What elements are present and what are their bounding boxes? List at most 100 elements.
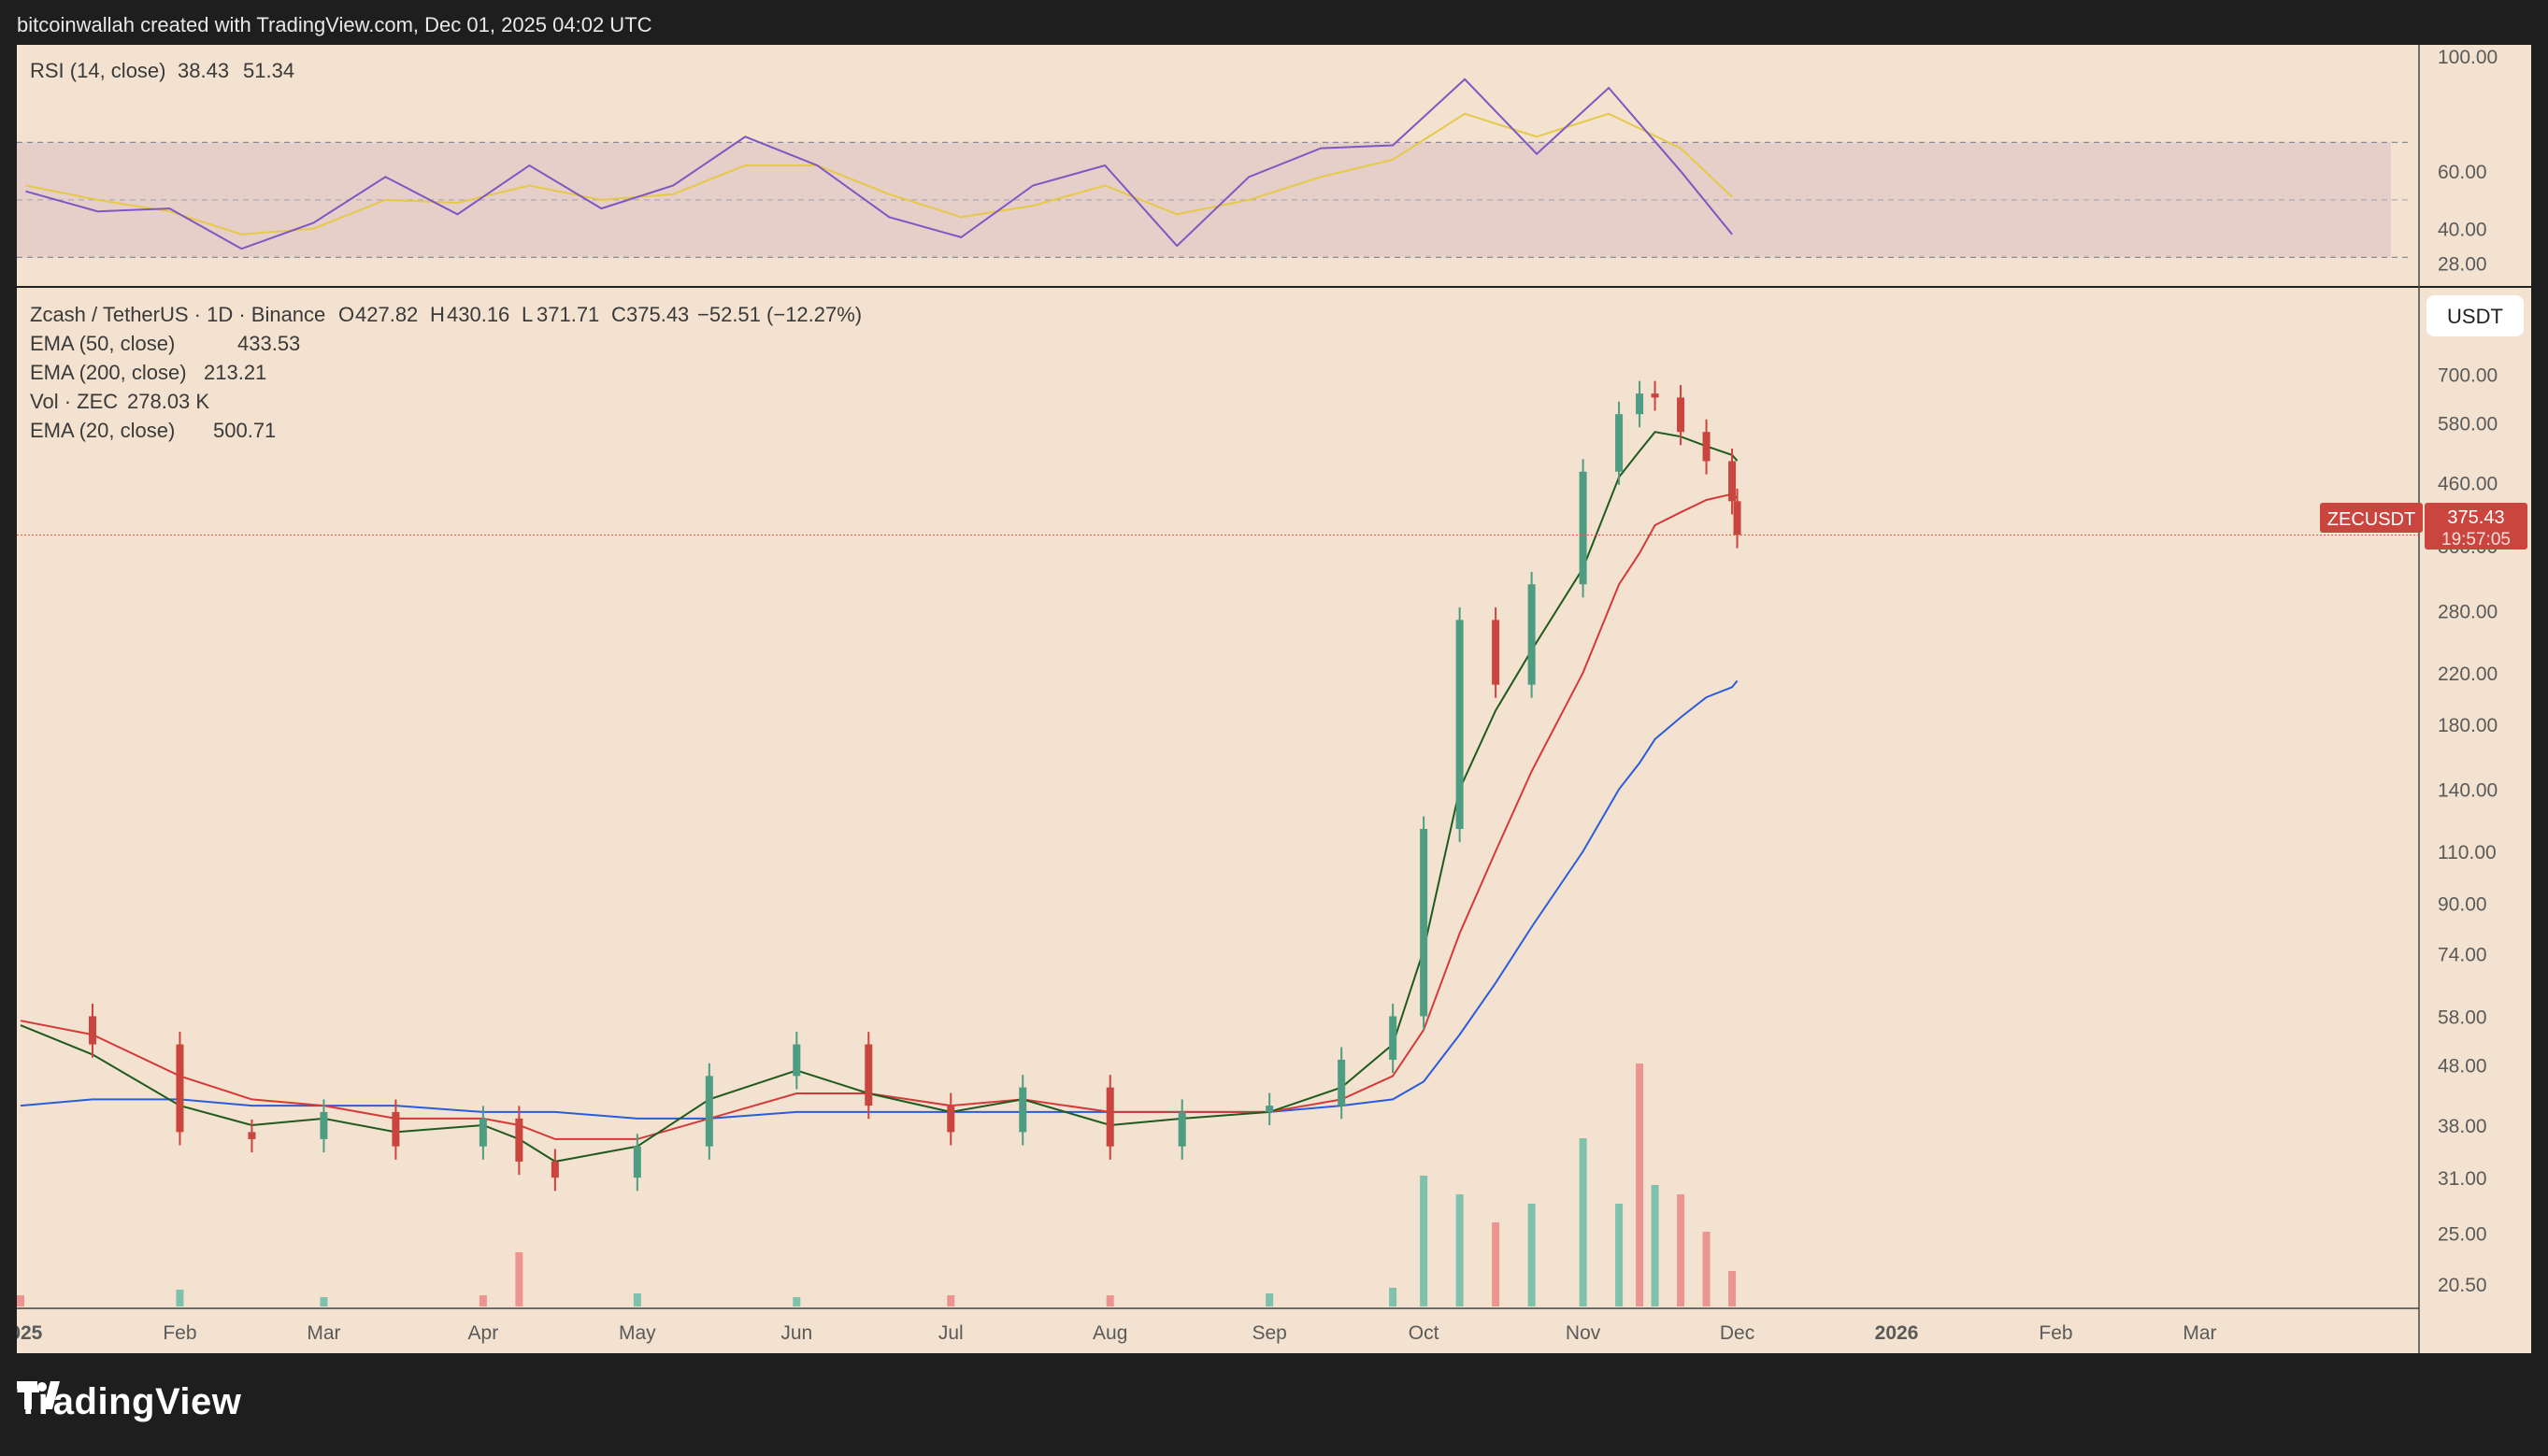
volume-bar (479, 1295, 487, 1306)
volume-bar (17, 1295, 24, 1306)
ema20-legend-value: 500.71 (213, 419, 276, 442)
candle-body (1492, 620, 1500, 685)
close-label: C (611, 303, 626, 326)
volume-bar (1492, 1222, 1500, 1306)
change-value: −52.51 (−12.27%) (697, 303, 862, 326)
rsi-axis: 100.00 60.00 40.00 28.00 (2438, 47, 2498, 275)
last-price-value: 375.43 (2447, 507, 2504, 528)
open-label: O (338, 303, 354, 326)
time-tick-label: Feb (163, 1322, 196, 1344)
volume-bar (1677, 1194, 1685, 1306)
candle-body (865, 1044, 873, 1106)
currency-button[interactable] (2426, 295, 2524, 336)
candle-body (1019, 1087, 1027, 1133)
candle-body (479, 1118, 487, 1147)
ema20-legend-label: EMA (20, close) (30, 419, 175, 442)
price-tick-label: 140.00 (2438, 779, 2498, 801)
price-tick-label: 220.00 (2438, 664, 2498, 685)
time-tick-label: Oct (1409, 1322, 1439, 1344)
volume-bar (1106, 1295, 1114, 1306)
bar-countdown: 19:57:05 (2441, 530, 2511, 550)
rsi-legend-label: RSI (14, close) (30, 59, 166, 82)
time-tick-label: Aug (1093, 1322, 1127, 1344)
symbol-legend: Zcash / TetherUS · 1D · Binance (30, 303, 325, 326)
volume-bar (1651, 1185, 1659, 1306)
volume-bar (1420, 1176, 1428, 1306)
rsi-tick-label: 40.00 (2438, 220, 2487, 241)
chart-canvas[interactable]: 100.00 60.00 40.00 28.00 RSI (14, close) 38… (17, 45, 2531, 1353)
tradingview-logo-icon (17, 1381, 60, 1409)
rsi-panel: 100.00 60.00 40.00 28.00 RSI (14, close) 38… (17, 47, 2498, 276)
volume-legend-label: Vol · ZEC (30, 390, 118, 413)
candle-body (705, 1076, 713, 1147)
ema20-line (20, 431, 1739, 1163)
chart-frame: 100.00 60.00 40.00 28.00 RSI (14, close) 38… (17, 45, 2531, 1353)
candle-body (947, 1106, 955, 1133)
price-tick-label: 580.00 (2438, 414, 2498, 435)
candle-body (793, 1044, 801, 1077)
candle-body (1178, 1111, 1186, 1147)
high-value: 430.16 (447, 303, 509, 326)
chart-caption: bitcoinwallah created with TradingView.c… (17, 13, 652, 36)
rsi-tick-label: 60.00 (2438, 162, 2487, 183)
volume-bar (515, 1252, 523, 1306)
price-tick-label: 110.00 (2438, 842, 2497, 864)
ema200-legend-value: 213.21 (204, 361, 266, 384)
ema50-legend-value: 433.53 (237, 332, 300, 355)
candle-body (1677, 397, 1685, 433)
time-tick-label: Feb (2039, 1322, 2072, 1344)
time-tick-label: Mar (307, 1322, 340, 1344)
candle-body (551, 1161, 559, 1178)
time-tick-label: Dec (1720, 1322, 1754, 1344)
volume-bar (1579, 1138, 1587, 1306)
price-tick-label: 700.00 (2438, 365, 2498, 387)
ema50-legend-label: EMA (50, close) (30, 332, 175, 355)
rsi-tick-label: 100.00 (2438, 47, 2498, 68)
candle-body (248, 1132, 256, 1139)
price-tick-label: 180.00 (2438, 715, 2498, 736)
rsi-ma-legend-value: 51.34 (243, 59, 294, 82)
price-panel: 700.00580.00460.00360.00280.00220.00180.… (17, 295, 2527, 1344)
currency-button-label: USDT (2447, 305, 2503, 328)
time-tick-label: May (619, 1322, 656, 1344)
volume-bar (1455, 1194, 1464, 1306)
rsi-line (25, 78, 1733, 250)
time-tick-label: 2025 (17, 1322, 43, 1344)
rsi-ma-line (25, 112, 1733, 236)
volume-legend-value: 278.03 K (127, 390, 209, 413)
price-tick-label: 31.00 (2438, 1168, 2487, 1190)
candle-body (1338, 1059, 1346, 1106)
candle-body (1615, 414, 1624, 472)
price-tick-label: 58.00 (2438, 1006, 2487, 1028)
candle-body (1106, 1087, 1114, 1147)
volume-bar (176, 1290, 184, 1306)
candle-body (88, 1016, 96, 1045)
candle-body (1728, 461, 1737, 502)
price-axis: 700.00580.00460.00360.00280.00220.00180.… (2438, 365, 2498, 1297)
price-tick-label: 25.00 (2438, 1223, 2487, 1245)
time-tick-label: 2026 (1875, 1322, 1919, 1344)
candle-body (1636, 393, 1644, 415)
volume-bar (1728, 1271, 1737, 1306)
rsi-tick-label: 28.00 (2438, 254, 2487, 276)
symbol-price-tag (2320, 503, 2423, 533)
close-value: 375.43 (626, 303, 689, 326)
ema50-line (20, 492, 1739, 1140)
candle-body (392, 1111, 400, 1147)
high-label: H (430, 303, 445, 326)
low-label: L (522, 303, 533, 326)
candle-body (1389, 1016, 1397, 1060)
time-tick-label: Apr (468, 1322, 499, 1344)
candle-body (1420, 828, 1428, 1017)
time-tick-label: Sep (1252, 1322, 1286, 1344)
candle-body (1733, 501, 1741, 535)
open-value: 427.82 (355, 303, 418, 326)
price-tick-label: 20.50 (2438, 1275, 2487, 1296)
volume-bars (17, 1063, 1737, 1306)
tradingview-logo[interactable]: TradingView (17, 1381, 241, 1423)
volume-bar (947, 1295, 955, 1306)
ema200-legend-label: EMA (200, close) (30, 361, 187, 384)
volume-bar (320, 1297, 328, 1306)
candle-body (176, 1044, 184, 1133)
candle-body (320, 1111, 328, 1139)
